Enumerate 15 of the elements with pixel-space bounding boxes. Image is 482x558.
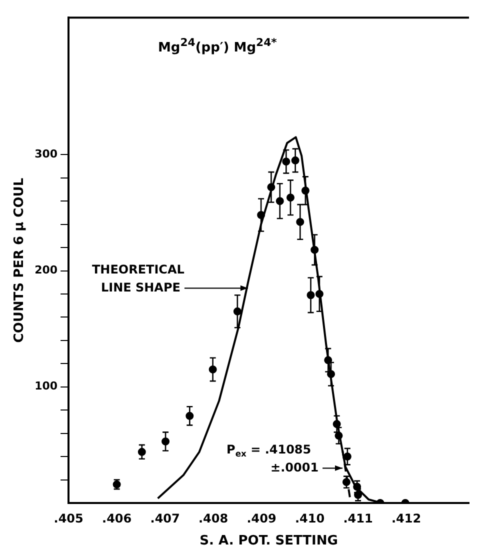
- x-tick-label: .406: [102, 511, 132, 526]
- x-tick-label: .405: [54, 511, 84, 526]
- y-tick-label: 200: [34, 264, 58, 277]
- x-tick-label: .412: [391, 511, 422, 526]
- y-tick-label: 100: [34, 380, 58, 393]
- x-tick-label: .411: [343, 511, 373, 526]
- x-tick-label: .407: [150, 511, 180, 526]
- x-axis-title: S. A. POT. SETTING: [200, 534, 338, 549]
- y-axis-title: COUNTS PER 6 μ COUL: [12, 178, 28, 343]
- annotation: THEORETICAL LINE SHAPE: [92, 262, 185, 294]
- y-tick-label: 300: [34, 147, 58, 160]
- text: Mg$^{24}$(pp′) Mg$^{24*}$: [158, 36, 277, 56]
- x-tick-label: .409: [246, 511, 276, 526]
- x-tick-label: .408: [198, 511, 228, 526]
- x-tick-label: .410: [294, 511, 325, 526]
